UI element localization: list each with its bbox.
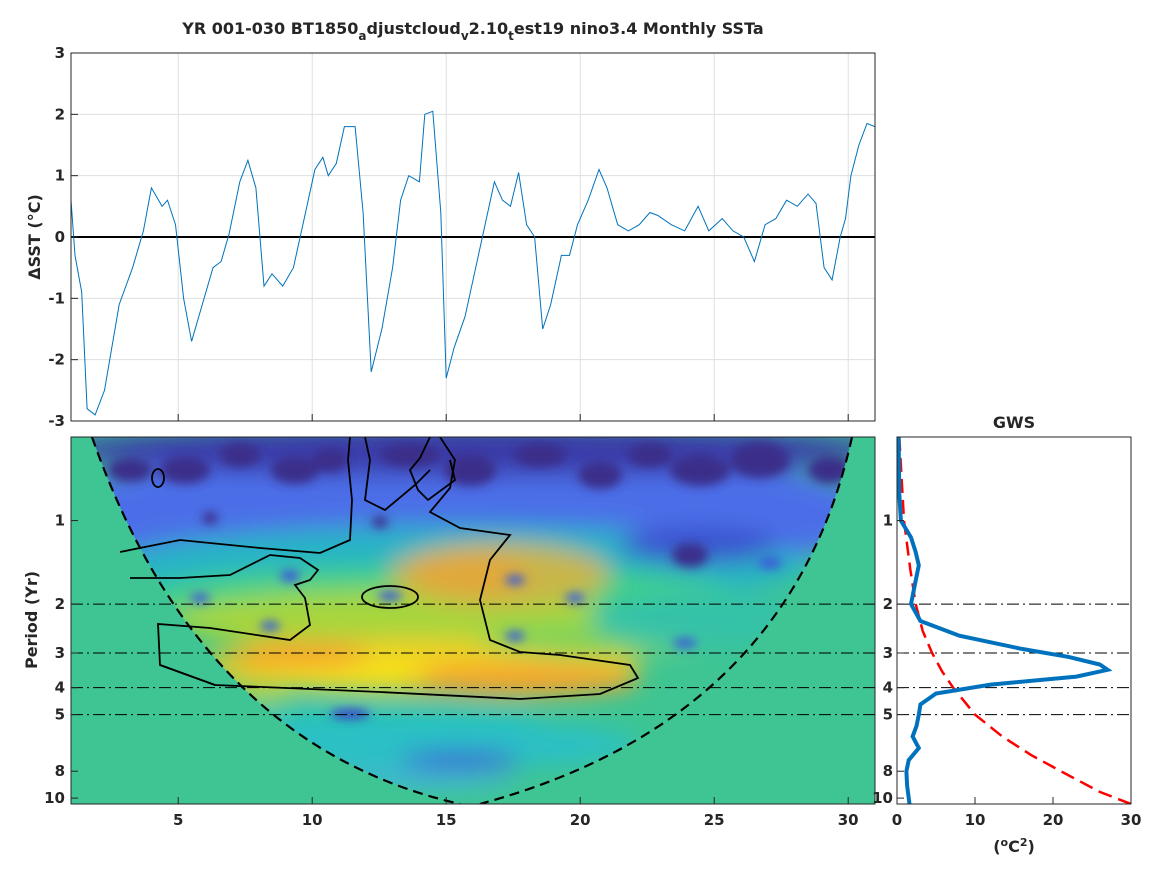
gws-power-curve (897, 437, 1113, 804)
wv-x-tick-label: 30 (838, 811, 859, 829)
wavelet-x-ticks: 5 10 15 20 25 30 (173, 797, 859, 829)
wavelet-panel: 1 2 3 4 5 8 10 5 10 15 20 25 30 Period (Yr) (22, 436, 876, 829)
gws-y-tick-label: 3 (883, 644, 893, 662)
wv-x-tick-label: 5 (173, 811, 183, 829)
wv-y-tick-label: 3 (55, 644, 65, 662)
wv-x-tick-label: 10 (302, 811, 323, 829)
gws-title: GWS (993, 413, 1035, 432)
wavelet-reference-lines (71, 603, 875, 716)
ts-y-tick-label: 3 (55, 44, 65, 62)
significance-contours (119, 437, 640, 700)
gws-x-tick-label: 20 (1043, 811, 1064, 829)
wv-y-tick-label: 1 (55, 512, 65, 530)
wv-y-tick-label: 8 (55, 762, 65, 780)
gws-x-tick-label: 0 (892, 811, 902, 829)
sst-series-line (71, 110, 875, 416)
coi-left-line (90, 437, 461, 804)
gws-y-ticks: 1 2 3 4 5 8 10 (872, 512, 904, 807)
gws-x-label: (oC2) (993, 836, 1035, 856)
wavelet-y-ticks: 1 2 3 4 5 8 10 (44, 512, 78, 807)
coi-right-mask (480, 437, 875, 804)
gws-background (897, 437, 1131, 804)
gws-y-tick-label: 5 (883, 706, 893, 724)
gws-panel: GWS 1 2 3 4 5 8 10 0 10 20 30 (oC2) (872, 413, 1141, 856)
gws-y-tick-label: 10 (872, 789, 893, 807)
timeseries-y-label: ΔSST (°C) (25, 194, 44, 280)
coi-left-mask (71, 437, 460, 804)
gws-y-tick-label: 8 (883, 762, 893, 780)
gws-frame (896, 436, 1132, 805)
wv-y-tick-label: 4 (55, 679, 65, 697)
gws-y-tick-label: 4 (883, 679, 893, 697)
gws-x-tick-label: 30 (1121, 811, 1142, 829)
ts-y-tick-label: 1 (55, 167, 65, 185)
gws-x-tick-label: 10 (965, 811, 986, 829)
wavelet-low-power-spots (108, 442, 852, 719)
gws-y-tick-label: 1 (883, 512, 893, 530)
ts-y-tick-label: 0 (55, 228, 65, 246)
ts-y-tick-label: 2 (55, 105, 65, 123)
gws-y-tick-label: 2 (883, 595, 893, 613)
gws-reference-lines (897, 603, 1131, 716)
wavelet-y-label: Period (Yr) (22, 571, 41, 669)
chart-title: YR 001-030 BT1850adjustcloudv2.10test19 … (181, 19, 763, 43)
wv-y-tick-label: 10 (44, 789, 65, 807)
gws-significance-curve (898, 437, 1131, 804)
wavelet-frame (70, 436, 876, 805)
wv-y-tick-label: 2 (55, 595, 65, 613)
timeseries-panel: -3 -2 -1 0 1 2 3 ΔSST (°C) (25, 44, 876, 430)
timeseries-y-ticks: -3 -2 -1 0 1 2 3 (48, 44, 78, 430)
gws-x-ticks: 0 10 20 30 (892, 797, 1142, 829)
wv-x-tick-label: 20 (570, 811, 591, 829)
ts-y-tick-label: -2 (48, 351, 65, 369)
wv-x-tick-label: 15 (436, 811, 457, 829)
coi-right-line (479, 437, 854, 804)
ts-y-tick-label: -3 (48, 412, 65, 430)
wv-y-tick-label: 5 (55, 706, 65, 724)
ts-y-tick-label: -1 (48, 289, 65, 307)
wv-x-tick-label: 25 (704, 811, 725, 829)
